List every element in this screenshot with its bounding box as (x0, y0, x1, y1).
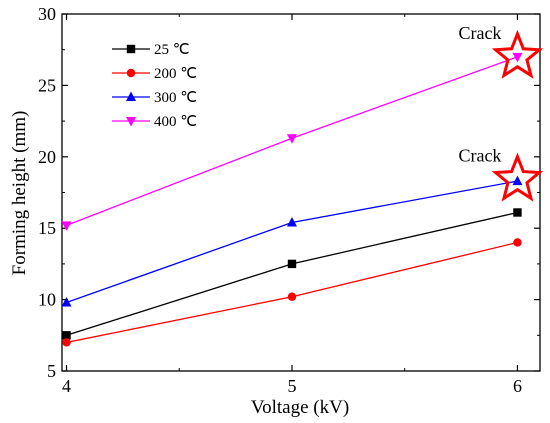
legend-label: 200 ℃ (154, 66, 197, 82)
series-line (66, 241, 518, 344)
crack-star-icon (491, 29, 544, 79)
series-3 (61, 52, 523, 231)
series-layer (61, 52, 523, 347)
data-point (62, 331, 71, 340)
data-point (512, 52, 523, 63)
legend-marker (126, 91, 136, 101)
data-point (513, 238, 522, 247)
series-2 (61, 175, 523, 307)
y-tick-label: 10 (38, 290, 56, 310)
data-point (287, 259, 297, 269)
legend-marker (126, 44, 136, 54)
data-point (286, 216, 297, 227)
legend-item: 300 ℃ (112, 90, 197, 106)
crack-annotation: Crack (458, 23, 501, 43)
legend-item: 200 ℃ (112, 66, 197, 82)
y-tick-label: 20 (38, 147, 56, 167)
data-point (287, 292, 297, 301)
y-axis-title: Forming height (mm) (9, 111, 30, 276)
x-axis-title: Voltage (kV) (251, 397, 349, 418)
data-point (286, 134, 297, 144)
legend-label: 25 ℃ (154, 42, 190, 58)
legend-label: 300 ℃ (154, 90, 197, 106)
legend-item: 25 ℃ (112, 42, 190, 58)
series-line (66, 211, 518, 336)
y-tick-label: 15 (38, 218, 56, 238)
plot-frame (61, 13, 541, 372)
x-tick-label: 6 (513, 376, 522, 396)
crack-star-icon (491, 152, 544, 202)
crack-annotation: Crack (458, 146, 501, 166)
y-tick-label: 5 (47, 361, 56, 381)
x-tick-label: 5 (287, 376, 296, 396)
data-point (61, 296, 72, 307)
legend-marker (126, 117, 136, 127)
annotation-layer: Crack Crack (458, 23, 544, 202)
data-point (61, 221, 72, 231)
data-point (513, 208, 522, 217)
x-tick-label: 4 (62, 376, 71, 396)
series-0 (62, 208, 522, 340)
series-1 (62, 238, 522, 347)
data-point (62, 338, 71, 347)
y-tick-label: 25 (38, 75, 56, 95)
legend-item: 400 ℃ (112, 114, 197, 130)
y-tick-label: 30 (38, 4, 56, 24)
legend-label: 400 ℃ (154, 114, 197, 130)
legend-marker (126, 68, 136, 78)
legend: 25 ℃ 200 ℃ 300 ℃ 400 ℃ (112, 42, 197, 130)
data-point (512, 175, 523, 186)
